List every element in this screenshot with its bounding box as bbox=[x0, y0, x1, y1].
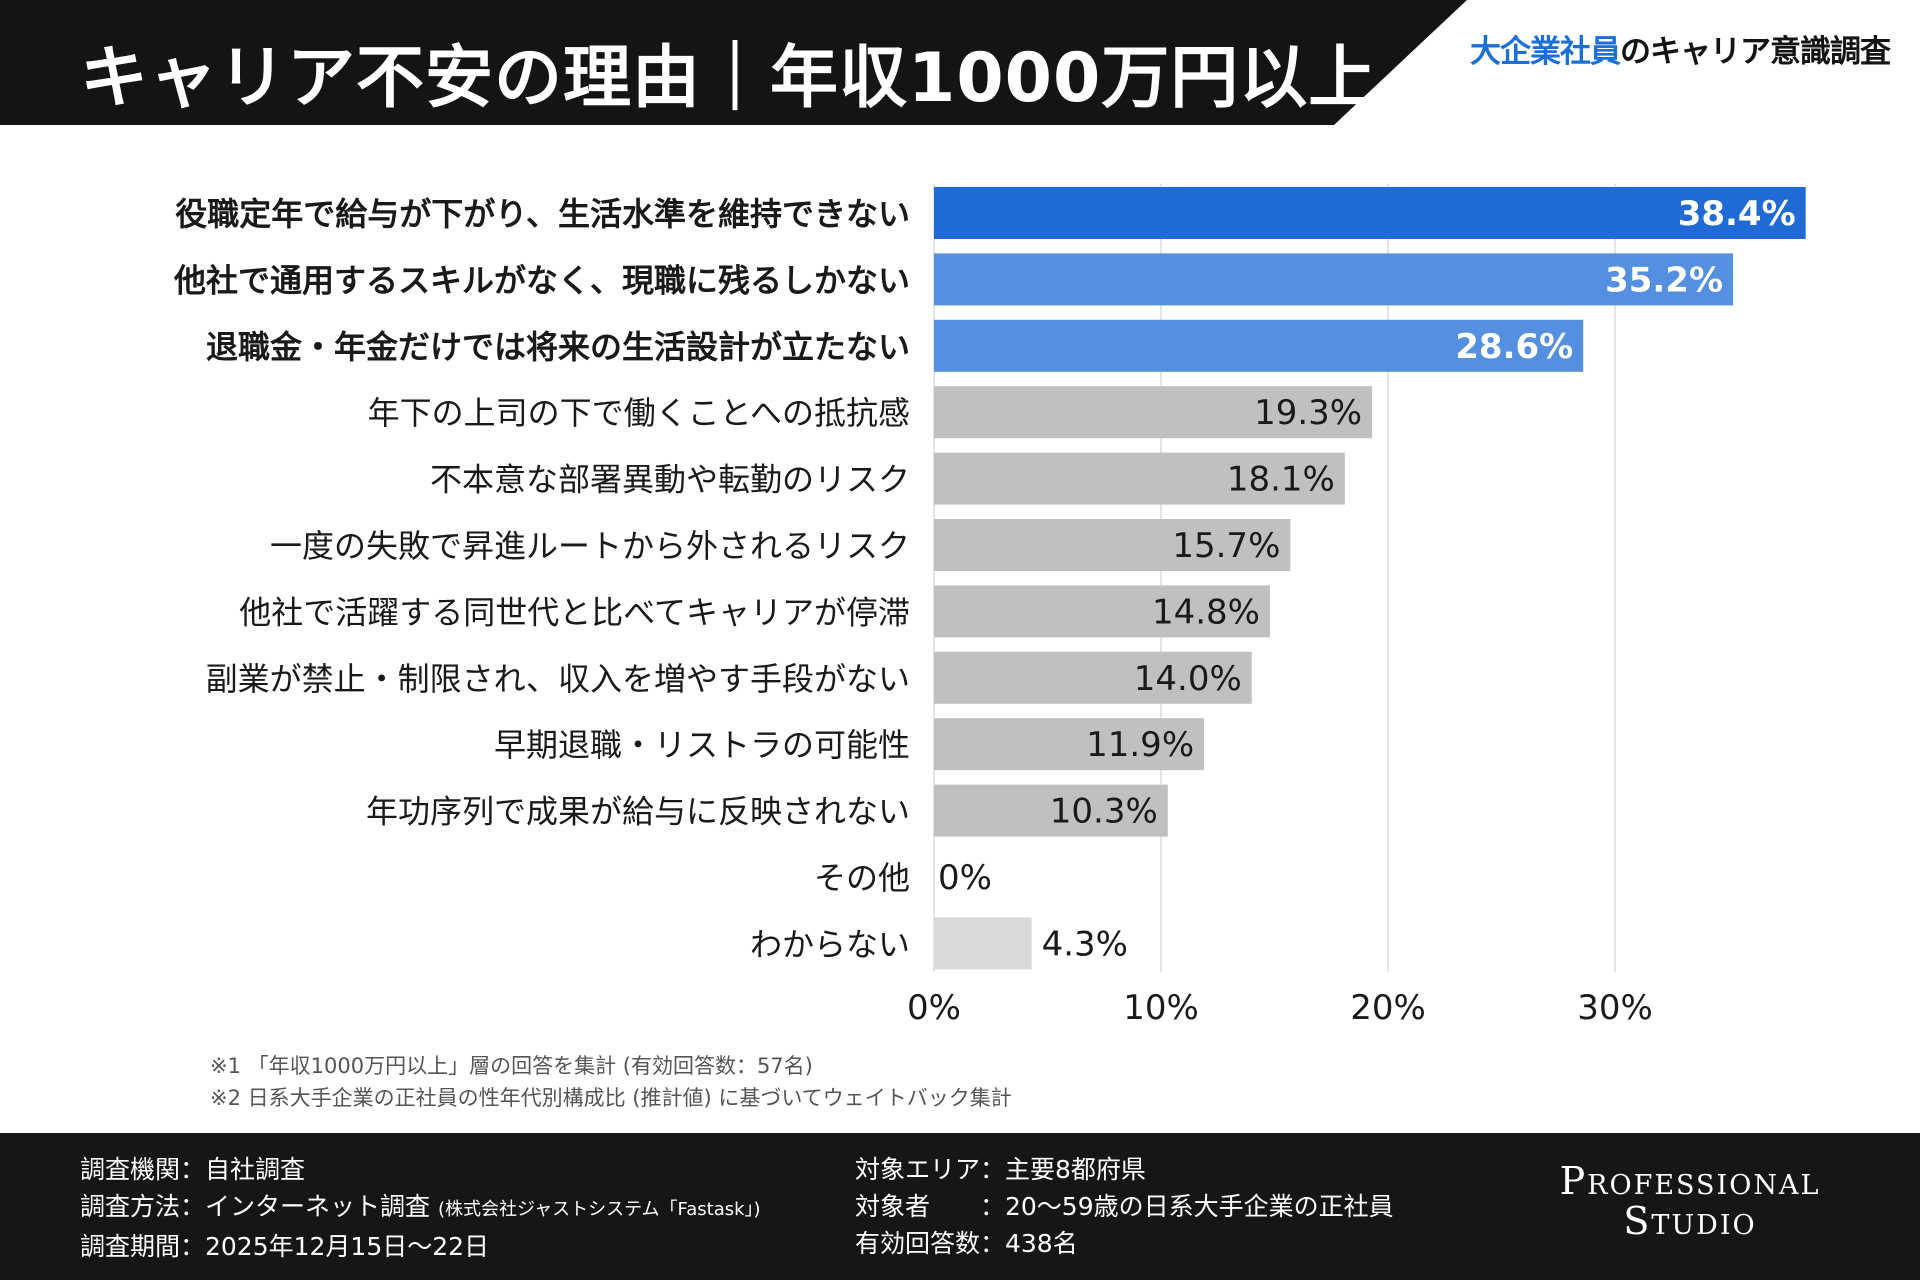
data-label: 10.3% bbox=[1050, 792, 1158, 832]
survey-target: 対象者 ：20〜59歳の日系大手企業の正社員 bbox=[855, 1192, 1394, 1221]
bar bbox=[934, 319, 1584, 372]
footer: 調査機関：自社調査 調査方法：インターネット調査 (株式会社ジャストシステム「F… bbox=[0, 1133, 1920, 1280]
category-label: 他社で通用するスキルがなく、現職に残るしかない bbox=[173, 261, 910, 299]
notes: ※1 「年収1000万円以上」層の回答を集計 (有効回答数：57名) ※2 日系… bbox=[210, 1050, 1012, 1114]
category-label: わからない bbox=[750, 925, 910, 963]
survey-count: 有効回答数：438名 bbox=[855, 1229, 1078, 1258]
bar bbox=[934, 253, 1734, 306]
data-label: 14.8% bbox=[1152, 592, 1260, 632]
x-tick-label: 0% bbox=[907, 988, 961, 1028]
survey-org: 調査機関：自社調査 bbox=[80, 1155, 306, 1184]
survey-method-note: (株式会社ジャストシステム「Fastask」) bbox=[437, 1199, 761, 1220]
category-label: 役職定年で給与が下がり、生活水準を維持できない bbox=[175, 195, 910, 233]
bar bbox=[934, 917, 1032, 970]
bar bbox=[934, 386, 1373, 439]
note-1: ※1 「年収1000万円以上」層の回答を集計 (有効回答数：57名) bbox=[210, 1054, 813, 1078]
bar bbox=[934, 519, 1291, 571]
x-tick-label: 30% bbox=[1577, 988, 1653, 1028]
survey-period: 調査期間：2025年12月15日〜22日 bbox=[80, 1232, 490, 1261]
page-title: キャリア不安の理由｜年収1000万円以上 bbox=[80, 39, 1378, 118]
survey-method: 調査方法：インターネット調査 (株式会社ジャストシステム「Fastask」) bbox=[80, 1188, 761, 1228]
category-label: 不本意な部署異動や転勤のリスク bbox=[430, 461, 910, 499]
survey-method-text: 調査方法：インターネット調査 bbox=[80, 1192, 431, 1221]
logo-line-2: Studio bbox=[1623, 1199, 1757, 1243]
data-label: 28.6% bbox=[1455, 327, 1573, 367]
category-label: 副業が禁止・制限され、収入を増やす手段がない bbox=[206, 660, 910, 698]
category-label: 一度の失敗で昇進ルートから外されるリスク bbox=[270, 527, 910, 565]
footer-right: 対象エリア：主要8都府県 対象者 ：20〜59歳の日系大手企業の正社員 有効回答… bbox=[855, 1151, 1394, 1262]
category-label: 早期退職・リストラの可能性 bbox=[494, 726, 910, 764]
survey-area: 対象エリア：主要8都府県 bbox=[855, 1155, 1146, 1184]
category-label: 退職金・年金だけでは将来の生活設計が立たない bbox=[206, 328, 910, 366]
survey-subtitle: 大企業社員のキャリア意識調査 bbox=[1470, 26, 1891, 71]
note-2: ※2 日系大手企業の正社員の性年代別構成比 (推計値) に基づいてウェイトバック… bbox=[210, 1086, 1012, 1110]
header-bar bbox=[0, 0, 1467, 125]
subtitle-highlight: 大企業社員 bbox=[1470, 34, 1621, 70]
data-label: 14.0% bbox=[1134, 659, 1242, 699]
data-label: 19.3% bbox=[1254, 393, 1362, 433]
subtitle-rest: のキャリア意識調査 bbox=[1620, 34, 1891, 70]
data-label: 11.9% bbox=[1086, 725, 1194, 765]
logo-line-1: Professional bbox=[1559, 1159, 1821, 1203]
data-label: 38.4% bbox=[1678, 194, 1796, 234]
bar-chart: 0% 10% 20% 30% 役職定年で給与が下がり、生活水準を維持できない 38.4% 他… bbox=[173, 184, 1806, 1028]
category-label: 年下の上司の下で働くことへの抵抗感 bbox=[368, 394, 910, 432]
category-label: その他 bbox=[814, 859, 910, 897]
category-label: 年功序列で成果が給与に反映されない bbox=[366, 793, 910, 831]
category-label: 他社で活躍する同世代と比べてキャリアが停滞 bbox=[239, 593, 910, 631]
data-label: 0% bbox=[938, 858, 992, 898]
bar bbox=[934, 585, 1270, 638]
footer-left: 調査機関：自社調査 調査方法：インターネット調査 (株式会社ジャストシステム「F… bbox=[80, 1151, 761, 1265]
bar bbox=[934, 784, 1168, 837]
bar bbox=[934, 187, 1806, 239]
data-label: 15.7% bbox=[1172, 526, 1280, 566]
professional-studio-logo: Professional Studio bbox=[1530, 1161, 1850, 1241]
data-label: 18.1% bbox=[1227, 460, 1335, 500]
bar bbox=[934, 718, 1205, 771]
bar bbox=[934, 452, 1345, 505]
x-tick-label: 20% bbox=[1350, 988, 1426, 1028]
data-label: 35.2% bbox=[1605, 260, 1723, 300]
data-label: 4.3% bbox=[1042, 924, 1128, 964]
bar bbox=[934, 651, 1252, 704]
x-tick-label: 10% bbox=[1123, 988, 1199, 1028]
